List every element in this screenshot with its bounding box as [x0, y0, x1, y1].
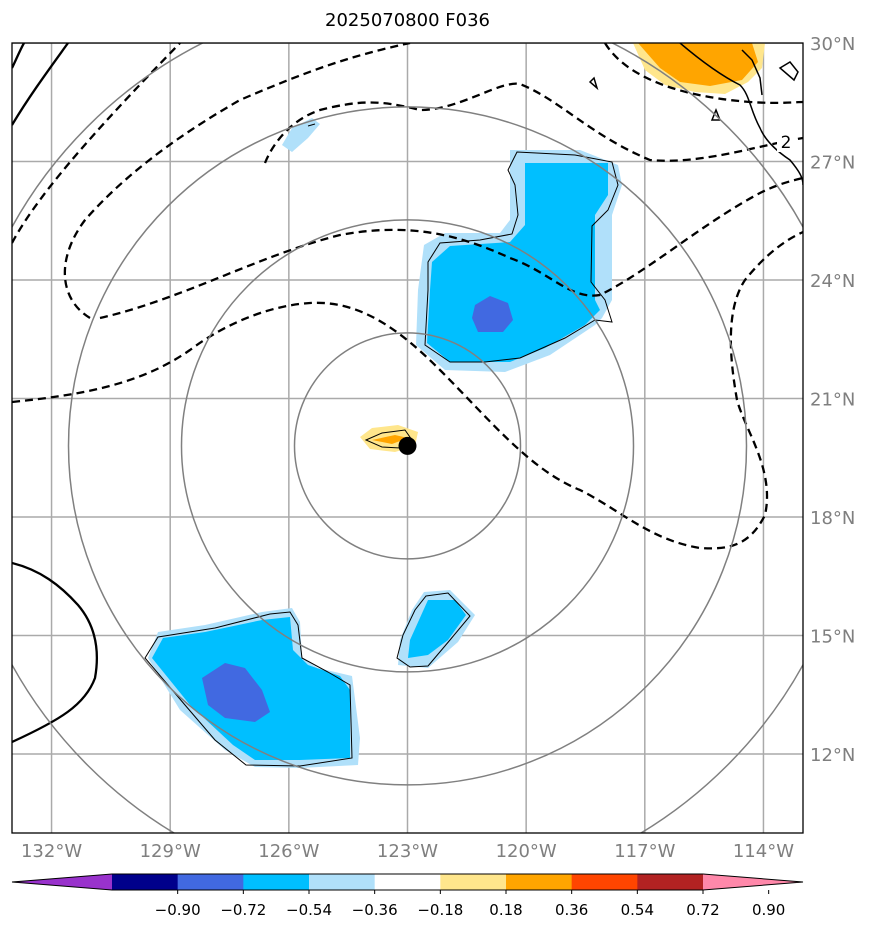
- colorbar: −0.90 −0.72 −0.54 −0.36 −0.18 0.18 0.36 0.54 0.7…: [11, 873, 804, 919]
- colorbar-tick-label: −0.90: [155, 901, 201, 919]
- map-frame: [11, 42, 804, 834]
- colorbar-tick-label: 0.18: [489, 901, 522, 919]
- coastline: [588, 43, 803, 186]
- colorbar-extend-low: [12, 874, 112, 890]
- longitude-tick-label: 123°W: [377, 841, 438, 862]
- positive-anomaly-region-northeast: [633, 43, 765, 94]
- negative-anomaly-region-southwest: [144, 608, 360, 768]
- colorbar-tick-label: 0.72: [686, 901, 719, 919]
- longitude-tick-label: 129°W: [140, 841, 201, 862]
- colorbar-segment: [177, 874, 244, 890]
- colorbar-tick-label: −0.72: [220, 901, 266, 919]
- colorbar-segment: [374, 874, 441, 890]
- latitude-tick-label: 30°N: [810, 34, 855, 55]
- longitude-tick-label: 114°W: [733, 841, 794, 862]
- negative-anomaly-region-south: [396, 590, 475, 668]
- longitude-tick-label: 132°W: [21, 841, 82, 862]
- colorbar-segment: [637, 874, 704, 890]
- latitude-tick-label: 18°N: [810, 508, 855, 529]
- colorbar-tick-label: −0.36: [352, 901, 398, 919]
- colorbar-tick-label: 0.54: [621, 901, 654, 919]
- negative-anomaly-region-northeast: [416, 150, 622, 372]
- range-ring: [293, 332, 522, 560]
- longitude-tick-label: 126°W: [258, 841, 319, 862]
- latitude-tick-label: 24°N: [810, 271, 855, 292]
- colorbar-segment: [309, 874, 376, 890]
- longitude-labels: 132°W 129°W 126°W 123°W 120°W 117°W 114°W: [21, 841, 794, 862]
- colorbar-segment: [440, 874, 507, 890]
- colorbar-segment: [112, 874, 179, 890]
- range-ring: [67, 106, 748, 786]
- storm-center-marker: [398, 436, 417, 455]
- dashed-contours: [12, 43, 803, 550]
- colorbar-outline: [11, 873, 804, 891]
- latitude-labels: 30°N 27°N 24°N 21°N 18°N 15°N 12°N: [810, 34, 855, 766]
- contour-label: 2: [781, 133, 792, 153]
- longitude-tick-label: 120°W: [496, 841, 557, 862]
- colorbar-tick-label: −0.18: [417, 901, 463, 919]
- colorbar-segment: [243, 874, 310, 890]
- solid-contours: [12, 43, 98, 744]
- colorbar-tick-label: 0.90: [752, 901, 785, 919]
- latitude-tick-label: 21°N: [810, 390, 855, 411]
- latitude-tick-label: 15°N: [810, 627, 855, 648]
- longitude-tick-label: 117°W: [614, 841, 675, 862]
- colorbar-tick-label: −0.54: [286, 901, 332, 919]
- latitude-tick-label: 27°N: [810, 153, 855, 174]
- latitude-tick-label: 12°N: [810, 745, 855, 766]
- colorbar-segment: [571, 874, 638, 890]
- range-ring: [12, 43, 803, 833]
- colorbar-segment: [506, 874, 573, 890]
- map-title: 2025070800 F036: [325, 10, 490, 31]
- contour-label-bg: [777, 132, 795, 152]
- small-negative-patch: [282, 118, 320, 152]
- range-ring: [180, 219, 635, 673]
- colorbar-tick-label: 0.36: [555, 901, 588, 919]
- range-rings: [12, 43, 803, 833]
- colorbar-extend-high: [703, 874, 803, 890]
